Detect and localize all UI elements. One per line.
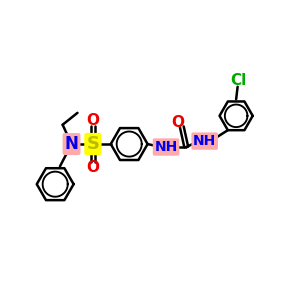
Text: Cl: Cl <box>230 73 247 88</box>
Text: NH: NH <box>193 134 216 148</box>
Text: O: O <box>86 113 99 128</box>
Text: N: N <box>64 135 79 153</box>
Text: S: S <box>86 135 99 153</box>
Text: O: O <box>171 115 184 130</box>
Text: NH: NH <box>154 140 178 154</box>
Text: O: O <box>86 160 99 175</box>
